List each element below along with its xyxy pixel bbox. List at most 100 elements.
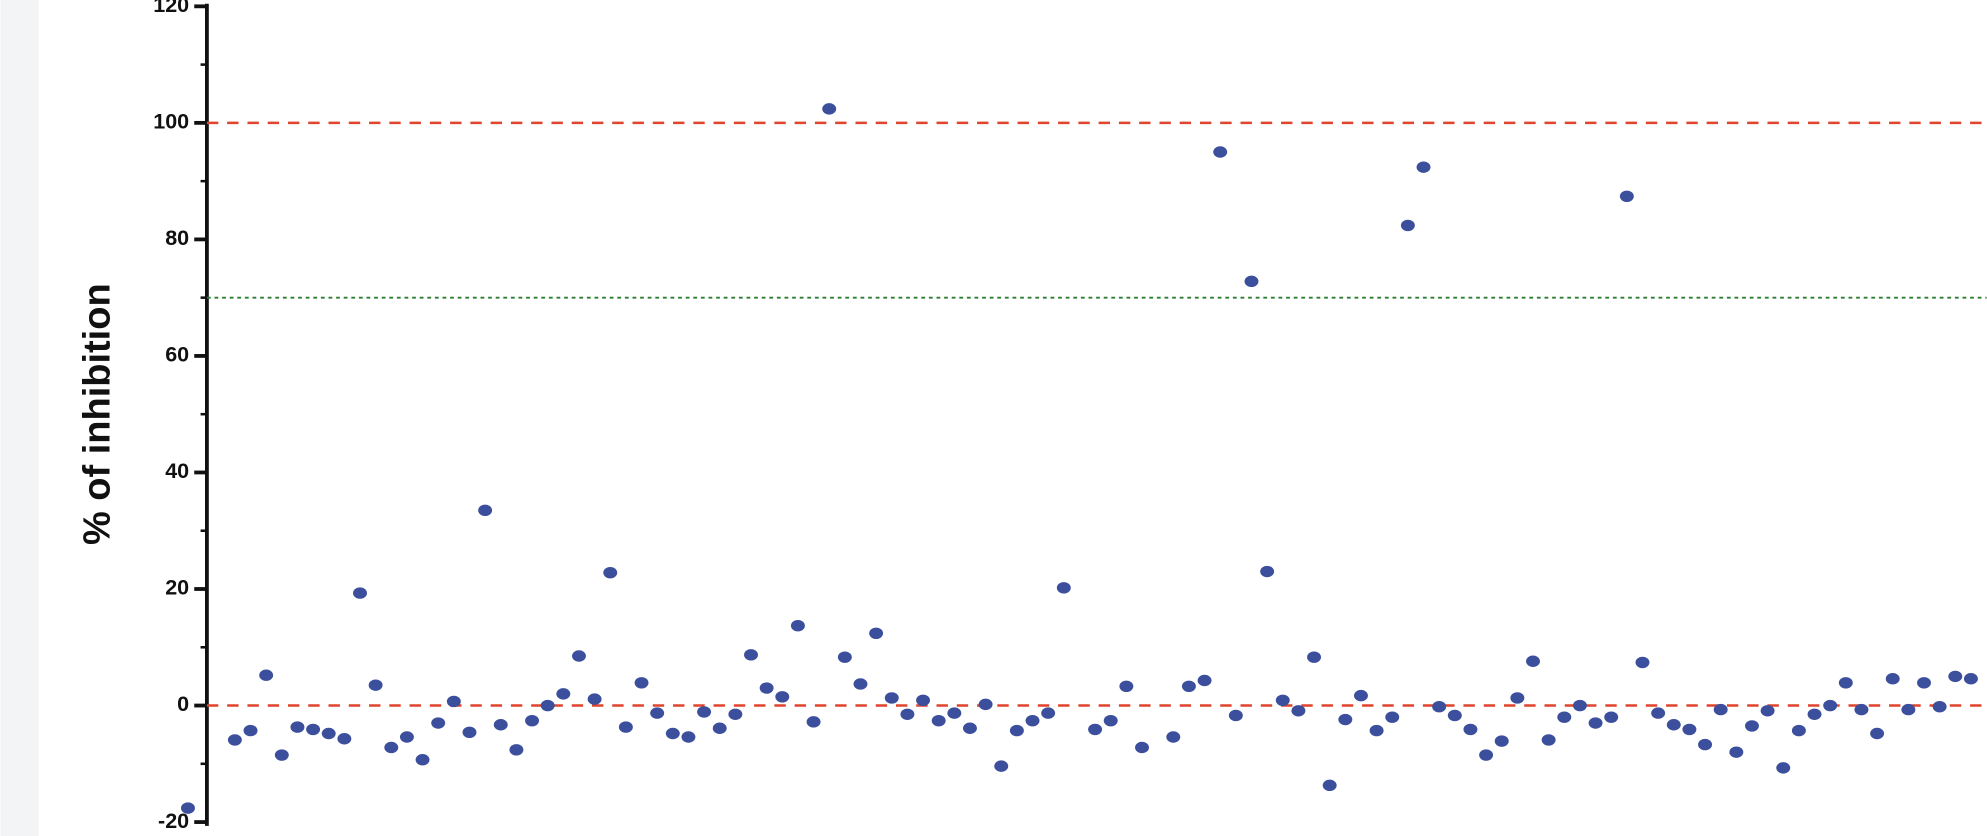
- data-point: [446, 695, 461, 708]
- y-tick-label: 100: [153, 110, 189, 134]
- data-point: [1823, 699, 1838, 712]
- data-point: [493, 719, 508, 731]
- y-tick-label: 60: [165, 343, 189, 367]
- data-point: [1494, 735, 1509, 747]
- data-point: [1791, 724, 1806, 737]
- data-point: [1009, 724, 1024, 737]
- data-point: [1526, 655, 1540, 667]
- data-point: [1291, 705, 1306, 717]
- data-point: [1713, 703, 1728, 716]
- data-point: [571, 650, 586, 662]
- data-point: [869, 627, 884, 639]
- data-point: [947, 707, 962, 719]
- data-point: [1432, 700, 1447, 713]
- data-point: [1963, 673, 1978, 685]
- data-point: [1510, 692, 1525, 704]
- data-point: [634, 677, 649, 689]
- data-point: [1166, 731, 1181, 743]
- data-point: [1885, 673, 1900, 685]
- data-point: [775, 691, 790, 703]
- data-point: [1260, 565, 1275, 578]
- data-point: [462, 726, 477, 739]
- data-point: [1197, 674, 1212, 687]
- data-point: [931, 714, 946, 727]
- data-point: [1572, 699, 1587, 712]
- data-point: [1322, 779, 1337, 792]
- y-tick-label: 20: [165, 576, 189, 600]
- data-point: [1760, 705, 1775, 717]
- data-point: [1651, 707, 1666, 719]
- data-point: [665, 727, 680, 740]
- data-point: [1948, 670, 1963, 683]
- data-point: [962, 722, 977, 734]
- data-point: [1932, 700, 1947, 713]
- data-point: [227, 734, 242, 746]
- data-point: [853, 678, 868, 690]
- y-tick-label: 80: [165, 226, 189, 250]
- data-point: [978, 698, 993, 711]
- data-point: [1635, 656, 1650, 669]
- side-strip: [0, 0, 39, 836]
- data-point: [540, 699, 555, 712]
- data-point: [1807, 708, 1822, 720]
- data-point: [259, 669, 274, 681]
- data-point: [587, 693, 602, 705]
- data-point: [712, 722, 727, 734]
- data-point: [1917, 677, 1931, 689]
- data-point: [681, 731, 696, 743]
- data-point: [744, 649, 758, 661]
- data-point: [384, 741, 399, 754]
- data-point: [884, 692, 899, 704]
- data-point: [1744, 720, 1759, 732]
- data-point: [1275, 694, 1290, 706]
- data-point: [525, 714, 540, 727]
- data-point: [306, 723, 321, 736]
- data-point: [697, 706, 712, 718]
- data-point: [274, 749, 289, 761]
- data-point: [1338, 713, 1353, 726]
- data-point: [1353, 689, 1368, 702]
- data-point: [1416, 161, 1431, 173]
- data-point: [650, 707, 665, 719]
- data-point: [1103, 714, 1118, 727]
- data-point: [1854, 703, 1869, 716]
- data-point: [478, 504, 493, 517]
- data-point: [1025, 714, 1040, 727]
- data-point: [1588, 717, 1603, 729]
- data-point: [759, 682, 774, 694]
- data-point: [399, 731, 414, 743]
- data-point: [1541, 734, 1556, 746]
- data-point: [1901, 703, 1916, 716]
- data-point: [431, 717, 446, 729]
- data-point: [806, 716, 821, 728]
- y-tick-label: 120: [153, 0, 189, 17]
- data-point: [1776, 762, 1791, 774]
- data-point: [1119, 680, 1134, 693]
- data-point: [1604, 711, 1619, 723]
- y-axis-title: % of inhibition: [76, 283, 118, 545]
- data-point: [1228, 709, 1243, 722]
- data-point: [1088, 723, 1103, 736]
- data-point: [1447, 709, 1462, 722]
- data-point: [822, 103, 837, 115]
- data-point: [1307, 651, 1322, 663]
- data-point: [1213, 146, 1228, 158]
- data-point: [1369, 724, 1384, 737]
- y-tick-label: 0: [177, 692, 189, 716]
- data-point: [1181, 680, 1196, 693]
- data-point: [1385, 711, 1400, 723]
- data-point: [1870, 727, 1885, 740]
- data-point: [180, 802, 195, 814]
- data-point: [618, 721, 633, 733]
- data-point: [509, 744, 524, 756]
- data-point: [337, 733, 352, 745]
- data-point: [1619, 190, 1634, 202]
- data-point: [1056, 582, 1071, 594]
- data-point: [353, 587, 367, 599]
- data-point: [1557, 711, 1572, 723]
- data-point: [1682, 723, 1697, 736]
- data-point: [1135, 741, 1149, 754]
- data-point: [1666, 719, 1681, 731]
- data-point: [1729, 746, 1744, 758]
